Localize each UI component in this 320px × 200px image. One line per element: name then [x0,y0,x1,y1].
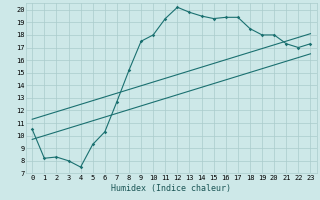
X-axis label: Humidex (Indice chaleur): Humidex (Indice chaleur) [111,184,231,193]
